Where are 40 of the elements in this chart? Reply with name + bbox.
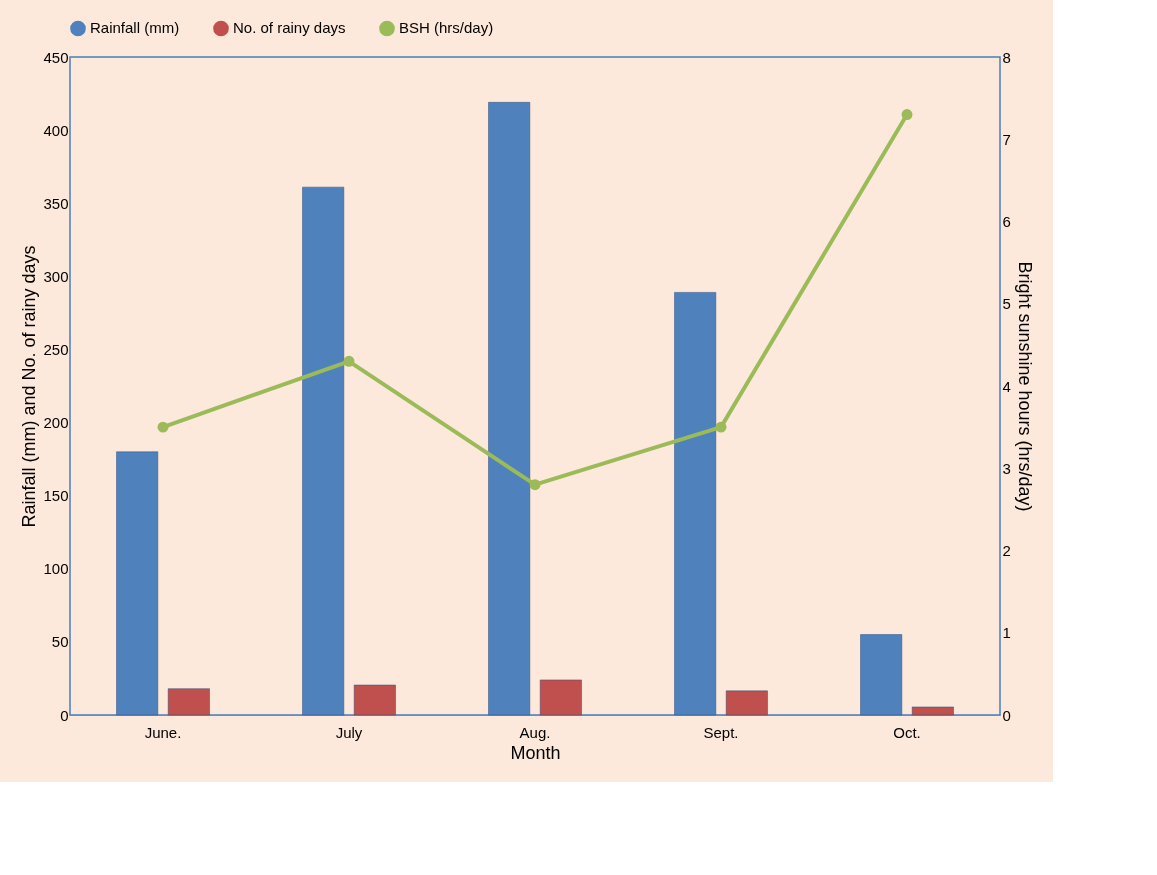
bar <box>539 679 582 716</box>
point <box>715 421 727 433</box>
y2-tick-label: 2 <box>1002 542 1011 559</box>
y2-tick-label: 8 <box>1002 48 1011 66</box>
y-tick-label: 350 <box>43 194 69 212</box>
x-tick-label: Aug. <box>519 723 551 741</box>
bar <box>725 690 768 716</box>
y-tick-label: 300 <box>43 267 69 285</box>
legend-label: No. of rainy days <box>233 19 346 37</box>
x-axis-title: Month <box>510 742 561 763</box>
bar <box>911 706 954 716</box>
y2-tick-label: 6 <box>1002 213 1011 230</box>
x-tick-label: June. <box>144 723 182 741</box>
bar <box>167 688 210 716</box>
y2-tick-label: 3 <box>1002 459 1011 477</box>
y-tick-label: 100 <box>43 560 69 578</box>
x-tick-label: Oct. <box>893 723 921 741</box>
y2-tick-label: 4 <box>1002 377 1011 395</box>
legend-label: Rainfall (mm) <box>90 19 180 37</box>
y-tick-label: 150 <box>43 487 69 505</box>
x-tick-label: July <box>335 723 363 741</box>
y-tick-label: 0 <box>60 706 69 724</box>
y-tick-label: 400 <box>43 121 69 139</box>
point <box>529 479 541 491</box>
y-tick-label: 250 <box>43 340 69 358</box>
point <box>901 109 913 121</box>
y-tick-label: 450 <box>43 48 69 66</box>
y-tick-label: 200 <box>43 414 69 432</box>
y-axis-title: Rainfall (mm) and No. of rainy days <box>19 245 40 528</box>
x-tick-label: Sept. <box>703 723 739 741</box>
y2-tick-label: 5 <box>1002 295 1011 313</box>
point <box>157 421 169 433</box>
legend-label: BSH (hrs/day) <box>399 19 494 37</box>
y2-tick-label: 1 <box>1002 624 1011 642</box>
y2-tick-label: 0 <box>1002 706 1011 724</box>
y-tick-label: 50 <box>51 633 69 651</box>
bar <box>353 684 396 716</box>
y2-axis-title: Bright sunshine hours (hrs/day) <box>1014 261 1035 512</box>
point <box>343 355 355 367</box>
y2-tick-label: 7 <box>1002 130 1011 148</box>
